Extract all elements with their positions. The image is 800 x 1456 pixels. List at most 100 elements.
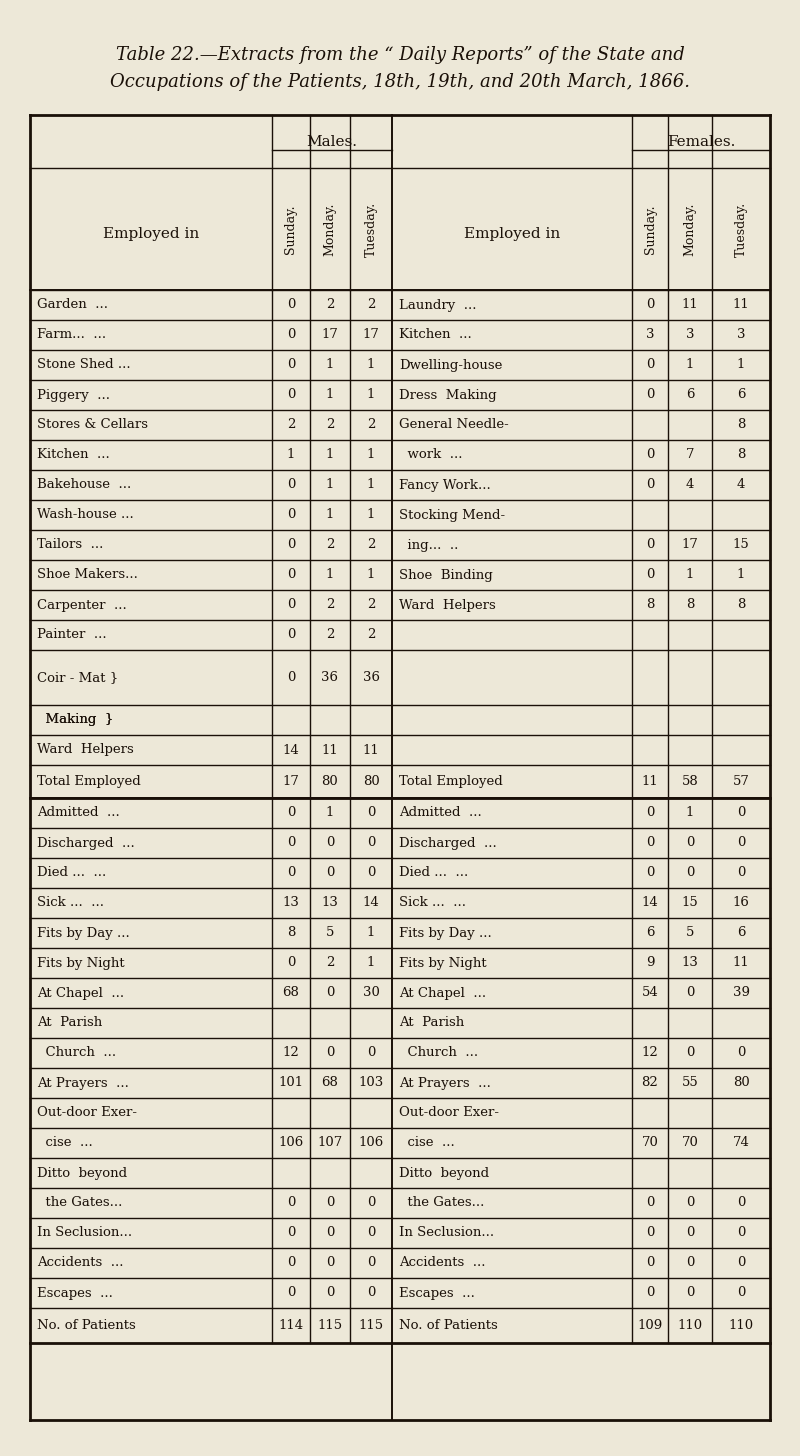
Text: Employed in: Employed in bbox=[464, 227, 560, 242]
Text: 0: 0 bbox=[646, 298, 654, 312]
Text: 6: 6 bbox=[686, 389, 694, 402]
Text: 0: 0 bbox=[287, 389, 295, 402]
Text: At Prayers  ...: At Prayers ... bbox=[37, 1076, 129, 1089]
Text: work  ...: work ... bbox=[399, 448, 462, 462]
Text: 30: 30 bbox=[362, 987, 379, 999]
Text: 4: 4 bbox=[737, 479, 745, 492]
Text: 0: 0 bbox=[686, 1287, 694, 1300]
Text: 14: 14 bbox=[282, 744, 299, 757]
Text: Tailors  ...: Tailors ... bbox=[37, 539, 103, 552]
Text: 0: 0 bbox=[737, 1226, 745, 1239]
Text: At Prayers  ...: At Prayers ... bbox=[399, 1076, 491, 1089]
Text: At Chapel  ...: At Chapel ... bbox=[399, 987, 486, 999]
Text: 106: 106 bbox=[278, 1137, 304, 1149]
Text: Monday.: Monday. bbox=[323, 202, 337, 256]
Text: 6: 6 bbox=[737, 926, 746, 939]
Text: Males.: Males. bbox=[306, 134, 358, 149]
Text: Admitted  ...: Admitted ... bbox=[37, 807, 120, 820]
Text: Ward  Helpers: Ward Helpers bbox=[37, 744, 134, 757]
Text: 3: 3 bbox=[686, 329, 694, 342]
Text: 2: 2 bbox=[367, 298, 375, 312]
Text: 1: 1 bbox=[326, 508, 334, 521]
Text: 2: 2 bbox=[367, 539, 375, 552]
Text: 0: 0 bbox=[367, 866, 375, 879]
Text: 13: 13 bbox=[282, 897, 299, 910]
Text: No. of Patients: No. of Patients bbox=[37, 1319, 136, 1332]
Text: In Seclusion...: In Seclusion... bbox=[399, 1226, 494, 1239]
Text: Stocking Mend-: Stocking Mend- bbox=[399, 508, 505, 521]
Text: 110: 110 bbox=[678, 1319, 702, 1332]
Text: 2: 2 bbox=[326, 298, 334, 312]
Text: 2: 2 bbox=[367, 629, 375, 642]
Text: 0: 0 bbox=[646, 389, 654, 402]
Text: 0: 0 bbox=[326, 1047, 334, 1060]
Text: 1: 1 bbox=[686, 568, 694, 581]
Text: 0: 0 bbox=[367, 1257, 375, 1270]
Text: Dwelling-house: Dwelling-house bbox=[399, 358, 502, 371]
Text: 1: 1 bbox=[326, 479, 334, 492]
Text: 0: 0 bbox=[287, 1197, 295, 1210]
Text: 2: 2 bbox=[326, 539, 334, 552]
Text: 0: 0 bbox=[367, 1047, 375, 1060]
Text: 55: 55 bbox=[682, 1076, 698, 1089]
Text: 110: 110 bbox=[729, 1319, 754, 1332]
Text: 0: 0 bbox=[737, 807, 745, 820]
Text: Shoe  Binding: Shoe Binding bbox=[399, 568, 493, 581]
Text: 114: 114 bbox=[278, 1319, 303, 1332]
Text: General Needle-: General Needle- bbox=[399, 418, 509, 431]
Text: 57: 57 bbox=[733, 775, 750, 788]
Text: Sick ...  ...: Sick ... ... bbox=[37, 897, 104, 910]
Text: Sick ...  ...: Sick ... ... bbox=[399, 897, 466, 910]
Text: the Gates...: the Gates... bbox=[399, 1197, 484, 1210]
Text: 0: 0 bbox=[287, 568, 295, 581]
Text: 16: 16 bbox=[733, 897, 750, 910]
Text: 0: 0 bbox=[646, 539, 654, 552]
Text: 115: 115 bbox=[318, 1319, 342, 1332]
Text: Total Employed: Total Employed bbox=[37, 775, 141, 788]
Text: 0: 0 bbox=[646, 479, 654, 492]
Text: 0: 0 bbox=[287, 1287, 295, 1300]
Text: 2: 2 bbox=[367, 418, 375, 431]
Text: 70: 70 bbox=[642, 1137, 658, 1149]
Text: 12: 12 bbox=[642, 1047, 658, 1060]
Text: Females.: Females. bbox=[667, 134, 735, 149]
Text: 68: 68 bbox=[282, 987, 299, 999]
Text: 80: 80 bbox=[362, 775, 379, 788]
Text: Fits by Day ...: Fits by Day ... bbox=[399, 926, 492, 939]
Text: 1: 1 bbox=[367, 957, 375, 970]
Text: cise  ...: cise ... bbox=[399, 1137, 454, 1149]
Text: In Seclusion...: In Seclusion... bbox=[37, 1226, 132, 1239]
Text: Kitchen  ...: Kitchen ... bbox=[37, 448, 110, 462]
Text: Escapes  ...: Escapes ... bbox=[399, 1287, 475, 1300]
Text: Church  ...: Church ... bbox=[37, 1047, 116, 1060]
Text: 0: 0 bbox=[737, 837, 745, 849]
Text: 101: 101 bbox=[278, 1076, 303, 1089]
Text: 106: 106 bbox=[358, 1137, 384, 1149]
Text: 0: 0 bbox=[287, 957, 295, 970]
Text: 0: 0 bbox=[737, 1287, 745, 1300]
Text: Dress  Making: Dress Making bbox=[399, 389, 497, 402]
Text: 0: 0 bbox=[287, 358, 295, 371]
Text: 36: 36 bbox=[322, 671, 338, 684]
Text: Admitted  ...: Admitted ... bbox=[399, 807, 482, 820]
Text: 17: 17 bbox=[322, 329, 338, 342]
Text: 0: 0 bbox=[287, 298, 295, 312]
Text: Escapes  ...: Escapes ... bbox=[37, 1287, 113, 1300]
Text: 58: 58 bbox=[682, 775, 698, 788]
Text: Died ...  ...: Died ... ... bbox=[399, 866, 468, 879]
Text: Total Employed: Total Employed bbox=[399, 775, 502, 788]
Text: 39: 39 bbox=[733, 987, 750, 999]
Text: 14: 14 bbox=[362, 897, 379, 910]
Text: Kitchen  ...: Kitchen ... bbox=[399, 329, 472, 342]
Text: Fits by Night: Fits by Night bbox=[37, 957, 125, 970]
Text: 2: 2 bbox=[287, 418, 295, 431]
Text: 17: 17 bbox=[682, 539, 698, 552]
Text: 1: 1 bbox=[737, 568, 745, 581]
Text: 2: 2 bbox=[326, 629, 334, 642]
Text: Monday.: Monday. bbox=[683, 202, 697, 256]
Text: 0: 0 bbox=[737, 1047, 745, 1060]
Text: 0: 0 bbox=[646, 448, 654, 462]
Text: Sunday.: Sunday. bbox=[285, 204, 298, 253]
Text: At  Parish: At Parish bbox=[37, 1016, 102, 1029]
Text: 109: 109 bbox=[638, 1319, 662, 1332]
